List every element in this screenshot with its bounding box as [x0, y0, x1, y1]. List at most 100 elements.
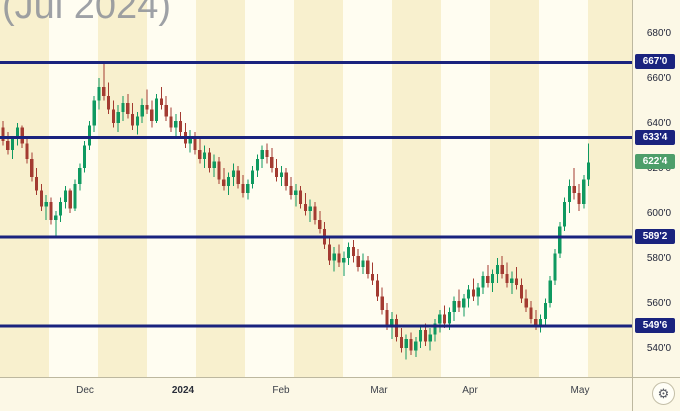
price-level-line[interactable]	[0, 324, 632, 328]
candle	[486, 264, 490, 288]
candle	[49, 197, 53, 225]
last-price-label: 622'4	[635, 154, 675, 170]
price-level-line[interactable]	[0, 60, 632, 64]
candle	[361, 253, 365, 274]
candle	[126, 93, 130, 119]
candle	[145, 89, 149, 114]
candle	[409, 332, 413, 355]
level-price-label: 589'2	[635, 229, 675, 245]
candle	[159, 87, 163, 110]
candle	[78, 163, 82, 191]
candle	[380, 287, 384, 315]
candle	[54, 210, 58, 238]
candle	[289, 177, 293, 200]
candle	[236, 165, 240, 189]
candle	[116, 105, 120, 132]
time-tick-label: 2024	[171, 385, 195, 396]
candle	[83, 141, 87, 173]
candle	[414, 336, 418, 357]
settings-button[interactable]: ⚙	[652, 382, 675, 405]
price-level-line[interactable]	[0, 235, 632, 239]
candle	[452, 296, 456, 321]
candle	[198, 138, 202, 164]
candle	[303, 192, 307, 216]
candle	[577, 183, 581, 211]
candle	[500, 255, 504, 279]
candle	[131, 102, 135, 130]
candle	[241, 174, 245, 198]
candle	[491, 269, 495, 292]
candle	[510, 271, 514, 294]
candle	[155, 93, 159, 123]
candlestick-canvas	[0, 60, 632, 360]
candle	[323, 222, 327, 249]
candle	[399, 327, 403, 353]
candle	[318, 210, 322, 234]
candle	[188, 129, 192, 153]
candle	[193, 132, 197, 155]
price-axis[interactable]: 680'0660'0640'0620'0600'0580'0560'0540'0…	[632, 0, 680, 377]
price-tick-label: 560'0	[646, 298, 671, 309]
candle	[25, 138, 29, 164]
candle	[433, 318, 437, 342]
candle	[135, 111, 139, 135]
candle	[227, 172, 231, 195]
candle	[87, 120, 91, 150]
axis-corner: ⚙	[632, 377, 680, 411]
candle	[476, 282, 480, 306]
candle	[495, 258, 499, 283]
candle	[371, 262, 375, 285]
candle	[169, 107, 173, 132]
candle	[6, 132, 10, 155]
candle	[582, 174, 586, 209]
candle	[107, 82, 111, 114]
candle	[183, 123, 187, 148]
candle	[404, 334, 408, 360]
candle	[375, 273, 379, 301]
candle	[467, 285, 471, 308]
candle	[164, 96, 168, 121]
candle	[515, 267, 519, 290]
candle	[102, 62, 106, 101]
candle	[567, 179, 571, 213]
price-tick-label: 580'0	[646, 253, 671, 264]
candle	[73, 179, 77, 211]
candle	[337, 244, 341, 267]
candle	[366, 255, 370, 279]
candle	[543, 298, 547, 326]
candle	[11, 136, 15, 159]
candle	[179, 111, 183, 137]
candle	[524, 289, 528, 312]
time-tick-label: May	[570, 385, 590, 396]
candle	[270, 147, 274, 173]
candle	[419, 325, 423, 348]
candle	[150, 100, 154, 128]
candle	[299, 186, 303, 209]
candle	[351, 240, 355, 263]
level-price-label: 633'4	[635, 129, 675, 145]
candle	[275, 159, 279, 182]
candle	[1, 120, 5, 146]
gear-icon: ⚙	[657, 386, 670, 401]
time-tick-label: Apr	[462, 385, 478, 396]
candle	[279, 165, 283, 186]
candle	[255, 154, 259, 177]
candle	[44, 195, 48, 220]
candle	[63, 186, 67, 209]
candle	[217, 156, 221, 184]
candle	[553, 249, 557, 285]
candle	[519, 278, 523, 303]
candle	[428, 327, 432, 351]
time-tick-label: Mar	[370, 385, 388, 396]
candle	[327, 235, 331, 265]
price-level-line[interactable]	[0, 136, 632, 140]
candle	[471, 278, 475, 301]
candle	[462, 294, 466, 317]
chart-plot[interactable]: (Jul 2024)	[0, 0, 632, 377]
time-tick-label: Dec	[76, 385, 94, 396]
level-price-label: 667'0	[635, 54, 675, 70]
candle	[539, 314, 543, 333]
candle	[174, 114, 178, 139]
time-axis[interactable]: Dec 2024 Feb Mar Apr May	[0, 377, 632, 411]
